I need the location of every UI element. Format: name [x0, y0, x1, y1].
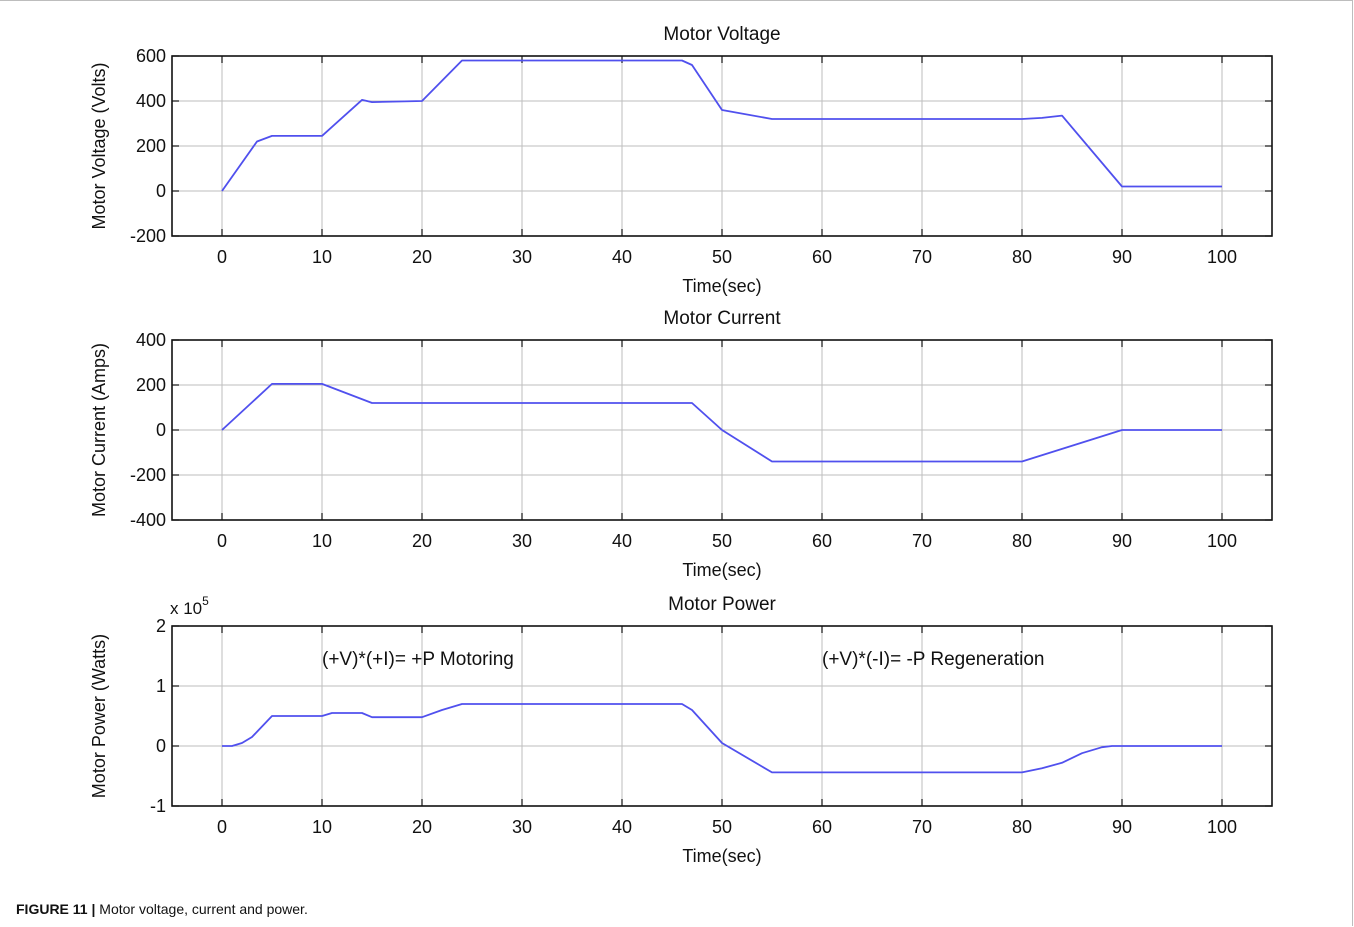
motor-figure: 0 10 20 30 40 50 60 70 80 90 100-2000200400600Moto…	[89, 24, 1273, 866]
chart-panel-2: 0 10 20 30 40 50 60 70 80 90 100 -400 -200 0 200 400 Mot…	[89, 308, 1273, 580]
chart-title: Motor Voltage	[663, 24, 780, 45]
x-tick-label: 50	[712, 247, 732, 267]
x-tick-label: 90	[1112, 817, 1132, 837]
x-tick-label: 70	[912, 247, 932, 267]
x-tick-label: 100	[1207, 247, 1237, 267]
x-tick-label: 0	[217, 247, 227, 267]
x-tick-label: 20	[412, 531, 432, 551]
x-tick-label: 30	[512, 817, 532, 837]
x-tick-label: 60	[812, 817, 832, 837]
chart-title: Motor Current	[663, 308, 781, 329]
x-axis-label: Time(sec)	[682, 560, 761, 580]
x-tick-label: 100	[1207, 531, 1237, 551]
x-tick-label: 50	[712, 817, 732, 837]
x-tick-label: 60	[812, 247, 832, 267]
series-line	[221, 59, 1222, 192]
chart-annotation: (+V)*(-I)= -P Regeneration	[822, 649, 1044, 670]
x-axis-label: Time(sec)	[682, 846, 761, 866]
figure-caption: FIGURE 11 | Motor voltage, current and p…	[16, 901, 308, 917]
y-axis-label: Motor Voltage (Volts)	[89, 62, 109, 229]
x-tick-label: 70	[912, 531, 932, 551]
x-tick-label: 10	[312, 247, 332, 267]
x-tick-label: 20	[412, 817, 432, 837]
x-tick-label: 50	[712, 531, 732, 551]
x-tick-label: 0	[217, 531, 227, 551]
x-tick-label: 60	[812, 531, 832, 551]
series-line	[222, 703, 1222, 774]
x-tick-label: 30	[512, 247, 532, 267]
y-axis-label: Motor Current (Amps)	[89, 343, 109, 517]
x-tick-label: 70	[912, 817, 932, 837]
y-tick-label: -200	[130, 226, 166, 246]
x-tick-label: 80	[1012, 817, 1032, 837]
chart-panel-3: 0 10 20 30 40 50 60 70 80 90 100 -1 0 1 2 Motor Power Ti…	[89, 594, 1273, 866]
x-tick-label: 80	[1012, 531, 1032, 551]
y-tick-label: -200	[130, 465, 166, 485]
x-tick-label: 30	[512, 531, 532, 551]
x-tick-label: 40	[612, 531, 632, 551]
y-tick-label: -1	[150, 796, 166, 816]
x-tick-label: 40	[612, 247, 632, 267]
chart-title: Motor Power	[668, 594, 776, 615]
y-tick-label: -400	[130, 510, 166, 530]
y-tick-label: 400	[136, 91, 166, 111]
y-scale-multiplier: x 105	[170, 594, 209, 618]
x-tick-label: 100	[1207, 817, 1237, 837]
y-axis-label: Motor Power (Watts)	[89, 634, 109, 798]
x-tick-label: 40	[612, 817, 632, 837]
x-tick-label: 90	[1112, 247, 1132, 267]
x-tick-label: 0	[217, 817, 227, 837]
figure-caption-text: Motor voltage, current and power.	[99, 901, 308, 917]
x-tick-label: 10	[312, 531, 332, 551]
y-tick-label: 0	[156, 420, 166, 440]
series-line	[221, 382, 1222, 463]
y-tick-label: 200	[136, 375, 166, 395]
chart-panel-1: 0 10 20 30 40 50 60 70 80 90 100 -200 0 200 400 600 Moto…	[89, 24, 1273, 296]
y-tick-label: 600	[136, 46, 166, 66]
x-tick-label: 20	[412, 247, 432, 267]
y-tick-label: 2	[156, 616, 166, 636]
y-tick-label: 1	[156, 676, 166, 696]
y-tick-label: 0	[156, 181, 166, 201]
x-axis-label: Time(sec)	[682, 276, 761, 296]
y-tick-label: 200	[136, 136, 166, 156]
chart-annotation: (+V)*(+I)= +P Motoring	[322, 649, 514, 670]
x-tick-label: 10	[312, 817, 332, 837]
x-tick-label: 90	[1112, 531, 1132, 551]
figure-caption-label: FIGURE 11 |	[16, 901, 96, 917]
y-tick-label: 400	[136, 330, 166, 350]
x-tick-label: 80	[1012, 247, 1032, 267]
y-tick-label: 0	[156, 736, 166, 756]
